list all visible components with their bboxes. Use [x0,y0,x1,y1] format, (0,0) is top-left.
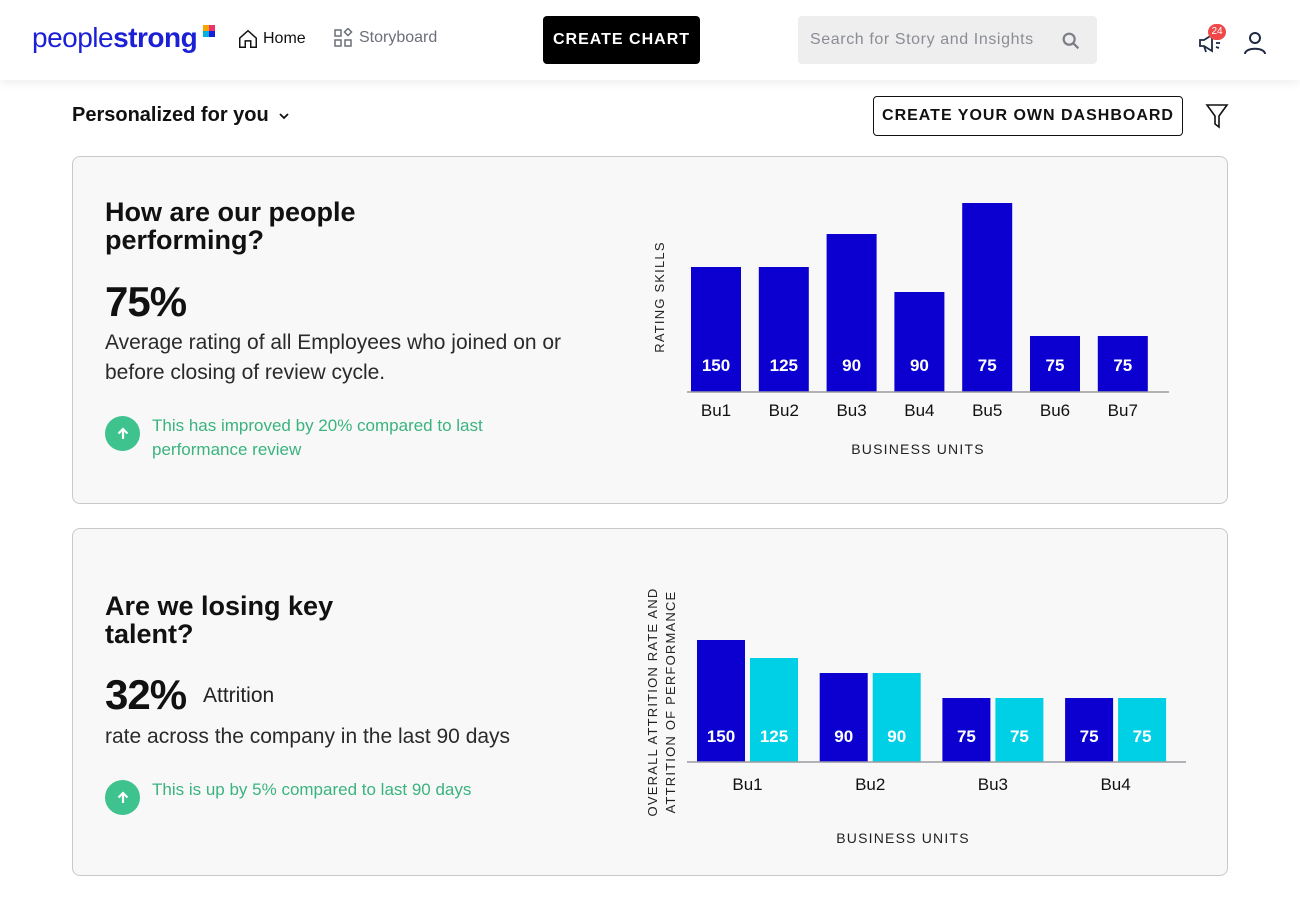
bar-bu1 [691,267,741,392]
bar-bu4 [894,292,945,392]
trend-indicator: This is up by 5% compared to last 90 day… [105,780,532,815]
search-input[interactable] [810,28,1058,52]
trend-indicator: This has improved by 20% compared to las… [105,416,532,462]
metric-description: Average rating of all Employees who join… [105,331,562,384]
create-chart-button[interactable]: CREATE CHART [543,16,700,64]
x-axis-label: BUSINESS UNITS [836,830,970,846]
nav-storyboard[interactable]: Storyboard [333,28,437,48]
bar-bu4-series-2 [1118,698,1167,762]
bar-value-label: 150 [707,727,735,746]
performance-card: How are our people performing? 75% Avera… [72,156,1228,504]
bar-value-label: 90 [842,356,861,375]
bar-value-label: 75 [1133,727,1152,746]
x-tick-label: Bu5 [972,401,1002,420]
bar-value-label: 75 [1080,727,1099,746]
metric-suffix: Attrition [203,684,275,707]
business-unit-attrition-chart: 150 125 Bu1 90 90 Bu2 75 75 Bu3 75 75 Bu4 OVERALL A… [645,588,1186,846]
logo-mark-icon [203,25,215,37]
personalized-dropdown[interactable]: Personalized for you [72,104,291,127]
metric-value: 75% [105,278,187,325]
storyboard-grid-icon [334,28,353,47]
create-dashboard-button[interactable]: CREATE YOUR OWN DASHBOARD [873,96,1183,136]
card-title: How are our people performing? [105,197,356,255]
personalized-label: Personalized for you [72,104,269,126]
bar-bu5 [962,203,1013,392]
bar-value-label: 90 [834,727,853,746]
logo-text-bold: strong [113,22,198,53]
bar-bu1-series-1 [697,640,745,762]
notifications-button[interactable]: 24 [1196,24,1226,56]
notification-count-badge: 24 [1208,24,1226,40]
attrition-card: Are we losing key talent? 32% Attrition … [72,528,1228,876]
arrow-up-icon [105,780,140,815]
x-tick-label: Bu1 [732,775,762,794]
bar-value-label: 125 [760,727,788,746]
filter-icon[interactable] [1205,103,1229,129]
nav-home[interactable]: Home [237,28,306,50]
bar-value-label: 75 [957,727,976,746]
bar-bu2-series-1 [819,673,868,762]
search-icon[interactable] [1060,30,1082,52]
bar-bu3-series-2 [995,698,1044,762]
bar-value-label: 75 [1113,356,1132,375]
y-axis-label: RATING SKILLS [652,241,667,352]
bar-value-label: 150 [702,356,730,375]
bar-bu3 [826,234,877,392]
search-box [798,16,1097,64]
x-tick-label: Bu6 [1040,401,1070,420]
business-unit-rating-chart: 150 Bu1 125 Bu2 90 Bu3 90 Bu4 75 Bu5 75 Bu6 75 Bu7 RA… [652,203,1169,457]
peoplestrong-logo[interactable]: peoplestrong [32,22,198,54]
metric-description: rate across the company in the last 90 d… [105,725,511,748]
x-tick-label: Bu7 [1108,401,1138,420]
chevron-down-icon [279,112,289,119]
x-tick-label: Bu2 [769,401,799,420]
bar-bu4-series-1 [1065,698,1114,762]
nav-storyboard-label: Storyboard [359,29,438,46]
bar-bu3-series-1 [942,698,991,762]
bar-bu2 [758,267,809,392]
bar-bu2-series-2 [872,673,921,762]
bar-value-label: 90 [887,727,906,746]
user-profile-button[interactable] [1243,30,1267,56]
card-title: Are we losing key talent? [105,591,334,649]
x-tick-label: Bu2 [855,775,885,794]
bar-bu7 [1097,336,1148,392]
bar-value-label: 75 [1010,727,1029,746]
top-navigation-bar: peoplestrong Home Storyboard CREATE CHAR… [0,0,1300,80]
logo-text-light: people [32,22,114,53]
y-axis-label-line-2: ATTRITION OF PERFORMANCE [663,591,678,814]
x-tick-label: Bu1 [701,401,731,420]
bar-value-label: 90 [910,356,929,375]
bar-value-label: 75 [1046,356,1065,375]
metric-value: 32% [105,671,187,718]
x-axis-label: BUSINESS UNITS [851,441,985,457]
arrow-up-icon [105,416,140,451]
x-tick-label: Bu4 [1100,775,1130,794]
bar-value-label: 75 [978,356,997,375]
trend-text: This has improved by 20% compared to las… [152,416,483,459]
trend-text: This is up by 5% compared to last 90 day… [152,780,472,799]
user-icon [1244,32,1266,55]
y-axis-label-line-1: OVERALL ATTRITION RATE AND [645,588,660,817]
home-icon [239,29,257,48]
bar-bu6 [1030,336,1080,392]
x-tick-label: Bu3 [836,401,866,420]
x-tick-label: Bu3 [978,775,1008,794]
bar-bu1-series-2 [750,658,798,762]
bar-value-label: 125 [770,356,798,375]
x-tick-label: Bu4 [904,401,934,420]
nav-home-label: Home [263,30,306,47]
